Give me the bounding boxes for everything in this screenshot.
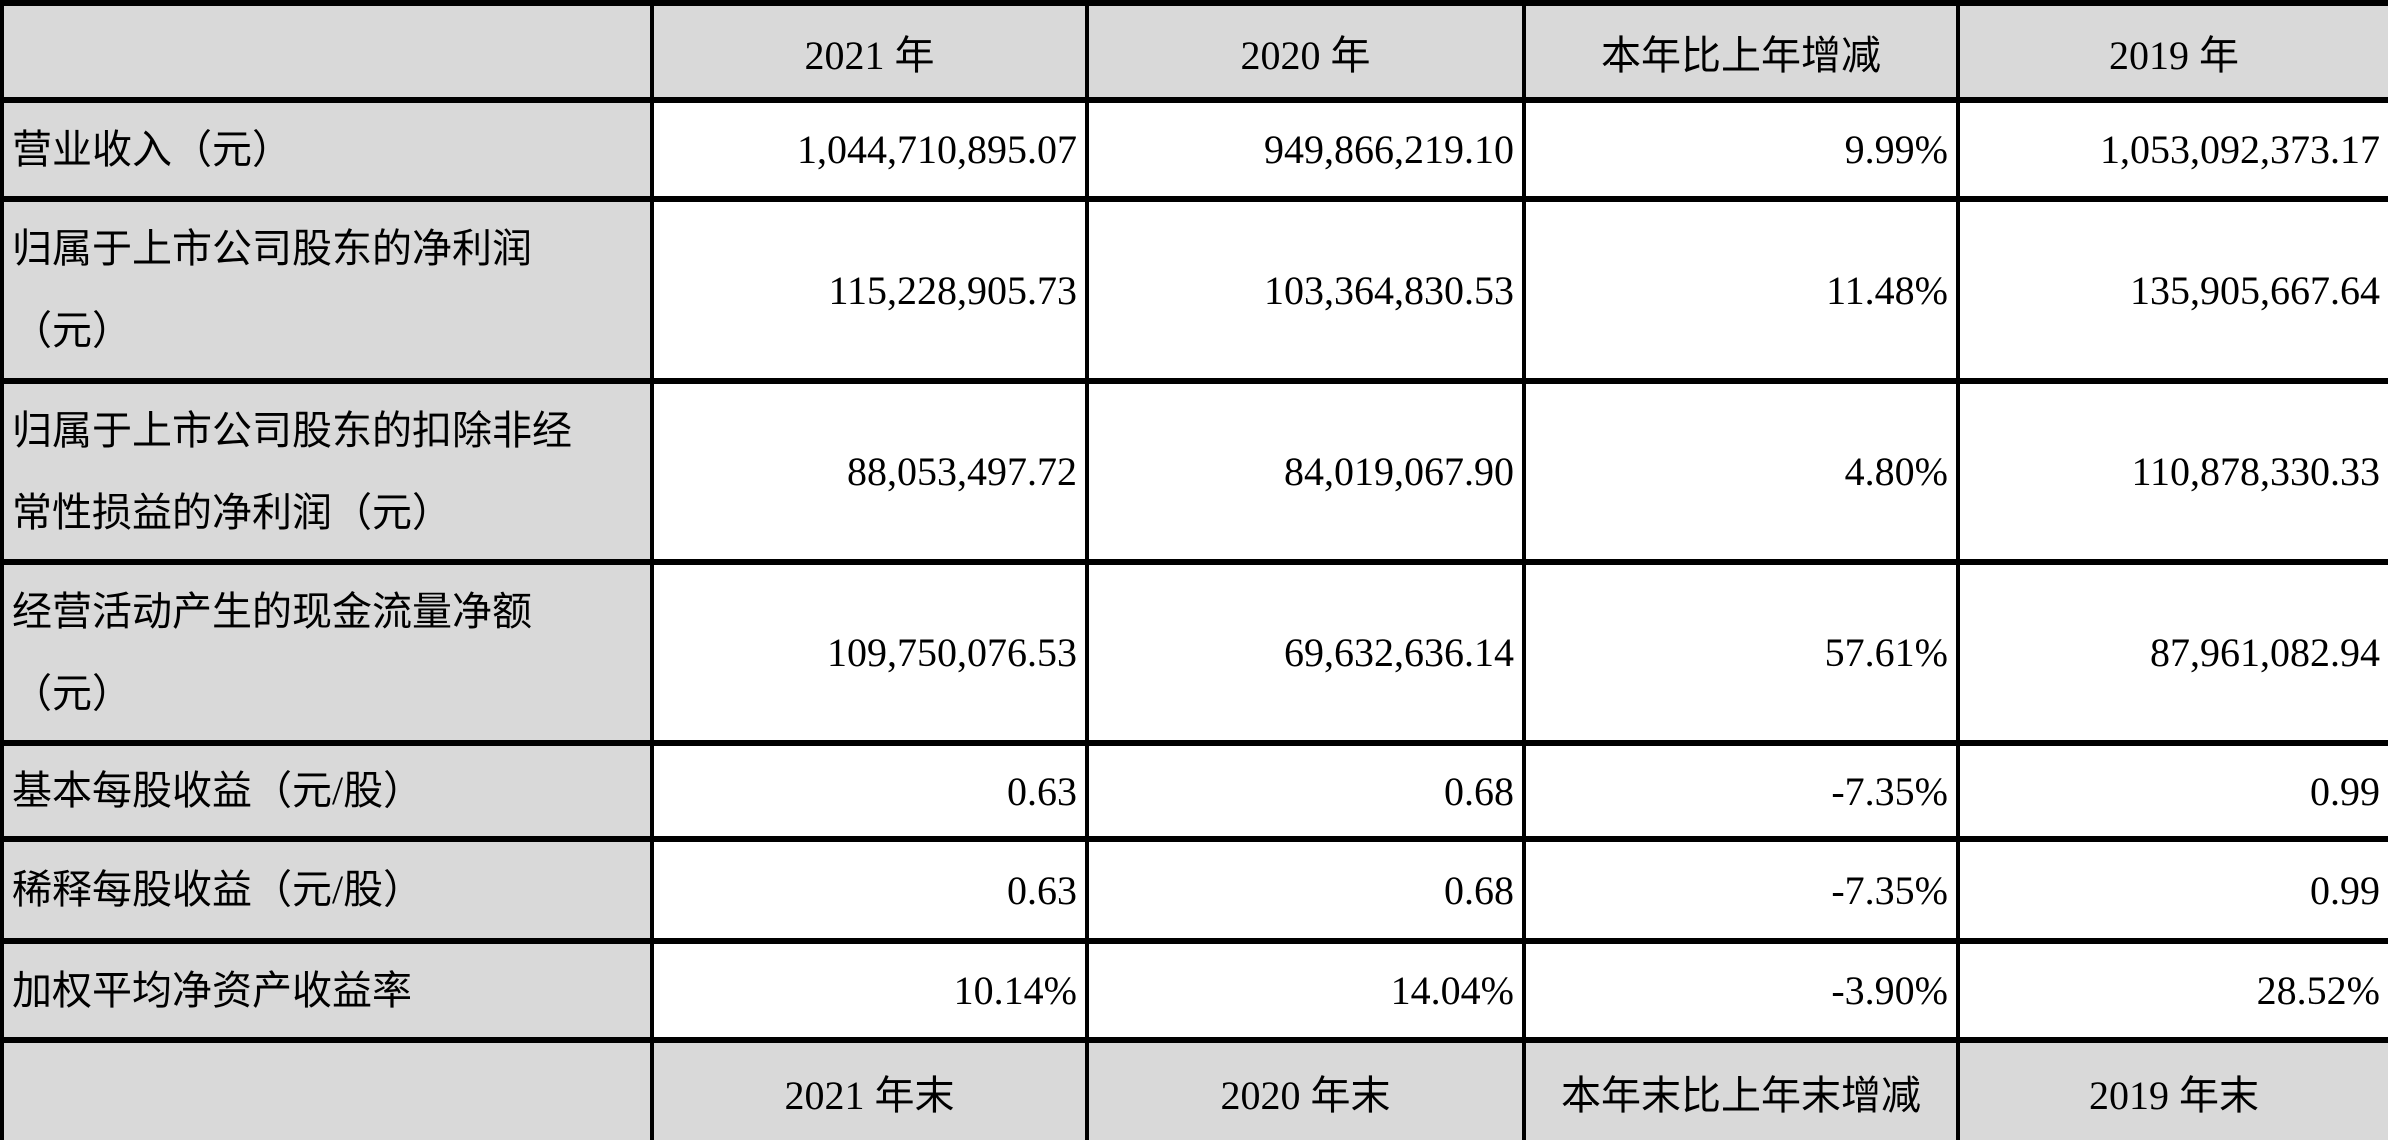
- cell-2020: 14.04%: [1085, 938, 1526, 1043]
- cell-2021: 0.63: [650, 740, 1089, 842]
- table-row-diluted-eps: 稀释每股收益（元/股） 0.63 0.68 -7.35% 0.99: [0, 836, 2388, 944]
- cell-2020: 0.68: [1085, 836, 1526, 944]
- table-row-operating-cash-flow: 经营活动产生的现金流量净额 （元） 109,750,076.53 69,632,…: [0, 559, 2388, 746]
- cell-change: 4.80%: [1522, 378, 1960, 565]
- row-label: 加权平均净资产收益率: [0, 938, 654, 1043]
- table-footer-header-row: 2021 年末 2020 年末 本年末比上年末增减 2019 年末: [0, 1037, 2388, 1140]
- cell-2019: 87,961,082.94: [1956, 559, 2388, 746]
- row-label: 经营活动产生的现金流量净额 （元）: [0, 559, 654, 746]
- cell-2019: 0.99: [1956, 836, 2388, 944]
- header-2021: 2021 年: [650, 0, 1089, 103]
- header-corner-cell: [0, 0, 654, 103]
- cell-2021: 10.14%: [650, 938, 1089, 1043]
- cell-2020: 69,632,636.14: [1085, 559, 1526, 746]
- cell-change: 9.99%: [1522, 97, 1960, 202]
- footer-2019-yearend: 2019 年末: [1956, 1037, 2388, 1140]
- cell-2020: 0.68: [1085, 740, 1526, 842]
- table-row-basic-eps: 基本每股收益（元/股） 0.63 0.68 -7.35% 0.99: [0, 740, 2388, 842]
- row-label: 归属于上市公司股东的扣除非经 常性损益的净利润（元）: [0, 378, 654, 565]
- header-yoy-change: 本年比上年增减: [1522, 0, 1960, 103]
- row-label: 稀释每股收益（元/股）: [0, 836, 654, 944]
- cell-2021: 115,228,905.73: [650, 196, 1089, 384]
- row-label: 基本每股收益（元/股）: [0, 740, 654, 842]
- table-row-net-profit: 归属于上市公司股东的净利润 （元） 115,228,905.73 103,364…: [0, 196, 2388, 384]
- cell-change: 11.48%: [1522, 196, 1960, 384]
- table-row-net-profit-excl-nonrecurring: 归属于上市公司股东的扣除非经 常性损益的净利润（元） 88,053,497.72…: [0, 378, 2388, 565]
- table-row-operating-revenue: 营业收入（元） 1,044,710,895.07 949,866,219.10 …: [0, 97, 2388, 202]
- cell-2021: 1,044,710,895.07: [650, 97, 1089, 202]
- footer-corner-cell: [0, 1037, 654, 1140]
- table-row-weighted-avg-roe: 加权平均净资产收益率 10.14% 14.04% -3.90% 28.52%: [0, 938, 2388, 1043]
- row-label: 营业收入（元）: [0, 97, 654, 202]
- header-2020: 2020 年: [1085, 0, 1526, 103]
- cell-2019: 1,053,092,373.17: [1956, 97, 2388, 202]
- cell-change: -7.35%: [1522, 740, 1960, 842]
- footer-2020-yearend: 2020 年末: [1085, 1037, 1526, 1140]
- cell-2021: 0.63: [650, 836, 1089, 944]
- cell-2019: 0.99: [1956, 740, 2388, 842]
- cell-2021: 109,750,076.53: [650, 559, 1089, 746]
- cell-2020: 103,364,830.53: [1085, 196, 1526, 384]
- cell-change: 57.61%: [1522, 559, 1960, 746]
- row-label: 归属于上市公司股东的净利润 （元）: [0, 196, 654, 384]
- cell-2020: 949,866,219.10: [1085, 97, 1526, 202]
- cell-2019: 135,905,667.64: [1956, 196, 2388, 384]
- footer-2021-yearend: 2021 年末: [650, 1037, 1089, 1140]
- cell-2021: 88,053,497.72: [650, 378, 1089, 565]
- cell-2019: 28.52%: [1956, 938, 2388, 1043]
- cell-2019: 110,878,330.33: [1956, 378, 2388, 565]
- cell-change: -7.35%: [1522, 836, 1960, 944]
- footer-yearend-change: 本年末比上年末增减: [1522, 1037, 1960, 1140]
- cell-2020: 84,019,067.90: [1085, 378, 1526, 565]
- table-header-row: 2021 年 2020 年 本年比上年增减 2019 年: [0, 0, 2388, 103]
- cell-change: -3.90%: [1522, 938, 1960, 1043]
- header-2019: 2019 年: [1956, 0, 2388, 103]
